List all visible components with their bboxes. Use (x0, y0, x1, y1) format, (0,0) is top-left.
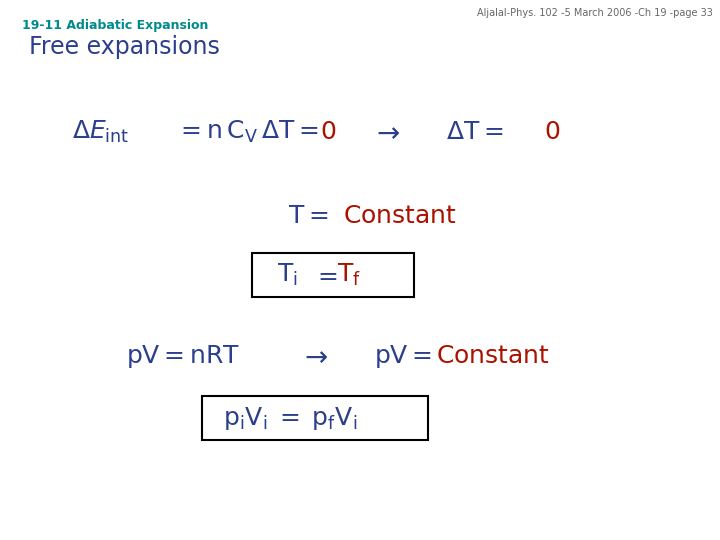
Text: 19-11 Adiabatic Expansion: 19-11 Adiabatic Expansion (22, 19, 208, 32)
Text: $\mathsf{p_i V_i\; =\; p_f V_i}$: $\mathsf{p_i V_i\; =\; p_f V_i}$ (223, 405, 358, 432)
Text: $\mathsf{T_f}$: $\mathsf{T_f}$ (337, 262, 361, 288)
Text: $\mathsf{pV =}$: $\mathsf{pV =}$ (374, 343, 433, 370)
Text: $\mathsf{Constant}$: $\mathsf{Constant}$ (343, 204, 457, 228)
Text: $\rightarrow$: $\rightarrow$ (371, 118, 400, 146)
Text: $\mathsf{Constant}$: $\mathsf{Constant}$ (436, 345, 549, 368)
Text: Free expansions: Free expansions (29, 35, 220, 59)
Text: $\mathsf{0}$: $\mathsf{0}$ (320, 120, 337, 144)
Text: $\rightarrow$: $\rightarrow$ (299, 342, 328, 370)
Text: $\mathsf{0}$: $\mathsf{0}$ (544, 120, 560, 144)
Text: $\mathsf{=}$: $\mathsf{=}$ (313, 264, 338, 287)
Text: Aljalal-Phys. 102 -5 March 2006 -Ch 19 -page 33: Aljalal-Phys. 102 -5 March 2006 -Ch 19 -… (477, 8, 713, 18)
Text: $\Delta E_{\mathsf{int}}$: $\Delta E_{\mathsf{int}}$ (72, 119, 130, 145)
Text: $\mathsf{T_i}$: $\mathsf{T_i}$ (277, 262, 298, 288)
Text: $\mathsf{T = }$: $\mathsf{T = }$ (288, 204, 328, 228)
Text: $\mathsf{pV = nRT}$: $\mathsf{pV = nRT}$ (126, 343, 240, 370)
Text: $\mathsf{= n\, C_V\, \Delta T =}$: $\mathsf{= n\, C_V\, \Delta T =}$ (176, 119, 319, 145)
Text: $\mathsf{\Delta T =}$: $\mathsf{\Delta T =}$ (446, 120, 504, 144)
